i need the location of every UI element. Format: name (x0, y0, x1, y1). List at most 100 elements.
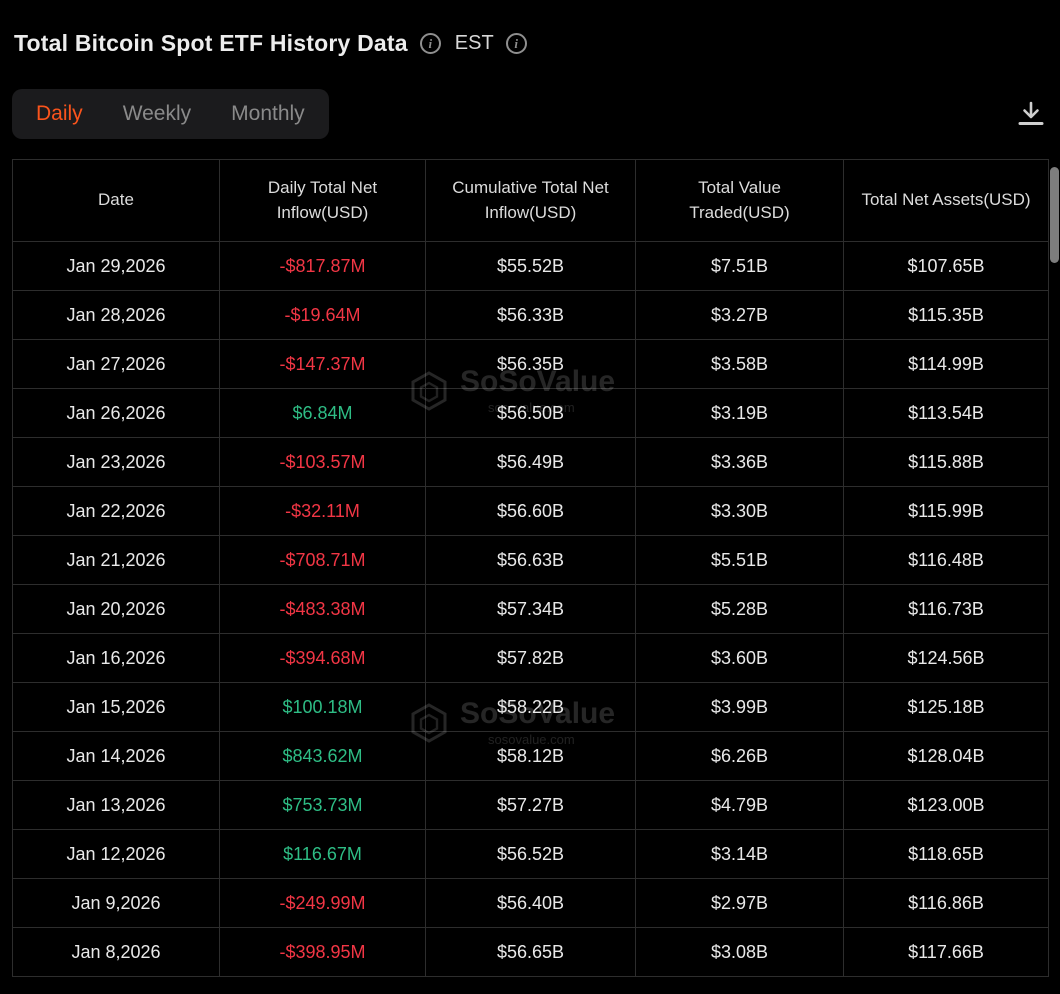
download-button[interactable] (1016, 99, 1046, 129)
title-info-icon[interactable]: i (419, 33, 441, 54)
table-header-row: Date Daily Total Net Inflow(USD) Cumulat… (12, 159, 1049, 242)
value-traded-cell: $3.30B (635, 486, 844, 536)
value-traded-cell: $7.51B (635, 241, 844, 291)
value-traded-cell: $2.97B (635, 878, 844, 928)
net-assets-cell: $123.00B (843, 780, 1049, 830)
net-assets-cell: $117.66B (843, 927, 1049, 977)
net-assets-cell: $116.48B (843, 535, 1049, 585)
cumulative-inflow-cell: $56.52B (425, 829, 636, 879)
cumulative-inflow-cell: $56.50B (425, 388, 636, 438)
table-row: Jan 28,2026 -$19.64M $56.33B $3.27B $115.35B (12, 290, 1049, 340)
date-cell: Jan 8,2026 (12, 927, 220, 977)
cumulative-inflow-cell: $56.35B (425, 339, 636, 389)
daily-inflow-cell: -$249.99M (219, 878, 426, 928)
date-cell: Jan 14,2026 (12, 731, 220, 781)
col-header-date: Date (12, 159, 220, 242)
net-assets-cell: $115.35B (843, 290, 1049, 340)
date-cell: Jan 13,2026 (12, 780, 220, 830)
table-row: Jan 9,2026 -$249.99M $56.40B $2.97B $116.86B (12, 878, 1049, 928)
table-row: Jan 29,2026 -$817.87M $55.52B $7.51B $107.65… (12, 241, 1049, 291)
value-traded-cell: $3.27B (635, 290, 844, 340)
vertical-scrollbar-thumb[interactable] (1050, 167, 1059, 263)
value-traded-cell: $3.08B (635, 927, 844, 977)
date-cell: Jan 12,2026 (12, 829, 220, 879)
daily-inflow-cell: -$483.38M (219, 584, 426, 634)
header: Total Bitcoin Spot ETF History Data i ES… (0, 0, 1060, 57)
tab-daily[interactable]: Daily (36, 102, 83, 125)
col-header-net-assets: Total Net Assets(USD) (843, 159, 1049, 242)
daily-inflow-cell: -$708.71M (219, 535, 426, 585)
net-assets-cell: $116.86B (843, 878, 1049, 928)
value-traded-cell: $4.79B (635, 780, 844, 830)
net-assets-cell: $125.18B (843, 682, 1049, 732)
net-assets-cell: $114.99B (843, 339, 1049, 389)
net-assets-cell: $124.56B (843, 633, 1049, 683)
daily-inflow-cell: -$103.57M (219, 437, 426, 487)
table-row: Jan 26,2026 $6.84M $56.50B $3.19B $113.54B (12, 388, 1049, 438)
date-cell: Jan 23,2026 (12, 437, 220, 487)
daily-inflow-cell: -$147.37M (219, 339, 426, 389)
etf-history-table: Date Daily Total Net Inflow(USD) Cumulat… (12, 159, 1049, 977)
col-header-value-traded: Total Value Traded(USD) (635, 159, 844, 242)
daily-inflow-cell: $6.84M (219, 388, 426, 438)
net-assets-cell: $107.65B (843, 241, 1049, 291)
value-traded-cell: $6.26B (635, 731, 844, 781)
value-traded-cell: $3.19B (635, 388, 844, 438)
daily-inflow-cell: $753.73M (219, 780, 426, 830)
cumulative-inflow-cell: $56.33B (425, 290, 636, 340)
cumulative-inflow-cell: $57.27B (425, 780, 636, 830)
table-row: Jan 22,2026 -$32.11M $56.60B $3.30B $115.99B (12, 486, 1049, 536)
net-assets-cell: $128.04B (843, 731, 1049, 781)
cumulative-inflow-cell: $58.12B (425, 731, 636, 781)
daily-inflow-cell: -$394.68M (219, 633, 426, 683)
tab-weekly[interactable]: Weekly (122, 102, 192, 125)
date-cell: Jan 22,2026 (12, 486, 220, 536)
net-assets-cell: $115.88B (843, 437, 1049, 487)
daily-inflow-cell: -$398.95M (219, 927, 426, 977)
col-header-cumulative: Cumulative Total Net Inflow(USD) (425, 159, 636, 242)
cumulative-inflow-cell: $57.82B (425, 633, 636, 683)
table-row: Jan 27,2026 -$147.37M $56.35B $3.58B $114.99… (12, 339, 1049, 389)
timezone-info-icon[interactable]: i (505, 33, 527, 54)
cumulative-inflow-cell: $55.52B (425, 241, 636, 291)
net-assets-cell: $118.65B (843, 829, 1049, 879)
date-cell: Jan 26,2026 (12, 388, 220, 438)
table-row: Jan 23,2026 -$103.57M $56.49B $3.36B $115.88… (12, 437, 1049, 487)
value-traded-cell: $5.51B (635, 535, 844, 585)
date-cell: Jan 21,2026 (12, 535, 220, 585)
daily-inflow-cell: -$817.87M (219, 241, 426, 291)
col-header-daily-inflow: Daily Total Net Inflow(USD) (219, 159, 426, 242)
daily-inflow-cell: $116.67M (219, 829, 426, 879)
value-traded-cell: $3.60B (635, 633, 844, 683)
value-traded-cell: $3.58B (635, 339, 844, 389)
page-title: Total Bitcoin Spot ETF History Data (14, 30, 408, 56)
value-traded-cell: $3.99B (635, 682, 844, 732)
table-container: Date Daily Total Net Inflow(USD) Cumulat… (12, 159, 1060, 977)
date-cell: Jan 27,2026 (12, 339, 220, 389)
cumulative-inflow-cell: $56.65B (425, 927, 636, 977)
tab-monthly[interactable]: Monthly (231, 102, 305, 125)
net-assets-cell: $115.99B (843, 486, 1049, 536)
value-traded-cell: $3.14B (635, 829, 844, 879)
value-traded-cell: $3.36B (635, 437, 844, 487)
table-row: Jan 14,2026 $843.62M $58.12B $6.26B $128.04B (12, 731, 1049, 781)
table-row: Jan 20,2026 -$483.38M $57.34B $5.28B $116.73… (12, 584, 1049, 634)
date-cell: Jan 15,2026 (12, 682, 220, 732)
net-assets-cell: $116.73B (843, 584, 1049, 634)
download-icon (1018, 101, 1044, 125)
table-row: Jan 8,2026 -$398.95M $56.65B $3.08B $117.66B (12, 927, 1049, 977)
cumulative-inflow-cell: $58.22B (425, 682, 636, 732)
date-cell: Jan 9,2026 (12, 878, 220, 928)
net-assets-cell: $113.54B (843, 388, 1049, 438)
daily-inflow-cell: $843.62M (219, 731, 426, 781)
cumulative-inflow-cell: $56.40B (425, 878, 636, 928)
value-traded-cell: $5.28B (635, 584, 844, 634)
date-cell: Jan 29,2026 (12, 241, 220, 291)
daily-inflow-cell: $100.18M (219, 682, 426, 732)
date-cell: Jan 20,2026 (12, 584, 220, 634)
date-cell: Jan 16,2026 (12, 633, 220, 683)
controls-row: Daily Weekly Monthly (0, 89, 1060, 139)
table-row: Jan 15,2026 $100.18M $58.22B $3.99B $125.18B (12, 682, 1049, 732)
table-row: Jan 16,2026 -$394.68M $57.82B $3.60B $124.56… (12, 633, 1049, 683)
